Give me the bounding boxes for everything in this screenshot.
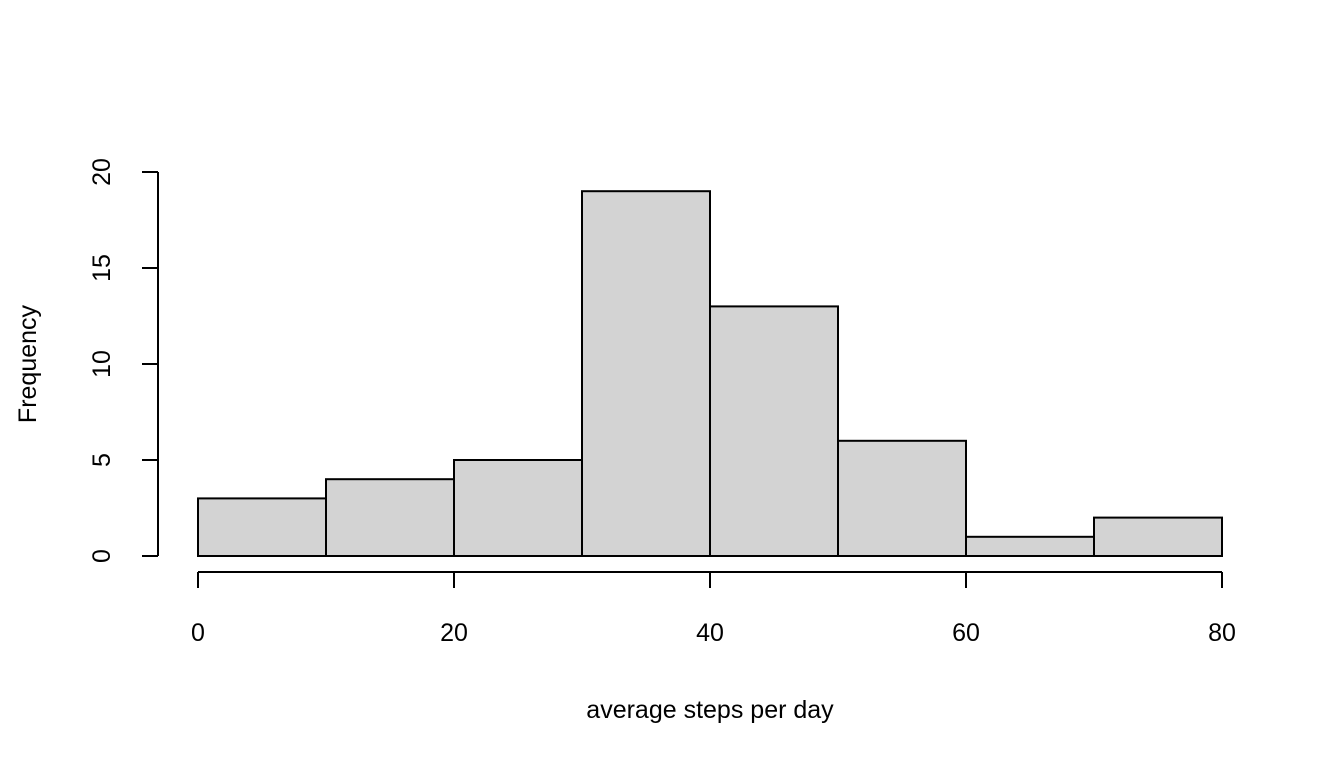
- x-axis: 0 20 40 60 80: [191, 571, 1236, 647]
- x-tick-label: 80: [1208, 619, 1236, 647]
- histogram-bar: [453, 459, 583, 557]
- x-axis-title: average steps per day: [586, 696, 834, 724]
- x-tick-label: 20: [440, 619, 468, 647]
- y-tick-label: 15: [88, 254, 116, 282]
- y-axis-title: Frequency: [14, 304, 42, 423]
- y-tick-label: 5: [88, 453, 116, 467]
- y-axis: 0 5 10 15 20: [88, 158, 159, 563]
- bars-group: [197, 190, 1223, 558]
- histogram-bar: [709, 305, 839, 557]
- histogram-bar: [325, 478, 455, 558]
- y-tick-label: 20: [88, 158, 116, 186]
- y-tick-label: 10: [88, 350, 116, 378]
- histogram-bar: [581, 190, 711, 557]
- y-tick-label: 0: [88, 549, 116, 563]
- x-tick-label: 60: [952, 619, 980, 647]
- histogram-bar: [965, 535, 1095, 557]
- x-tick-label: 0: [191, 619, 205, 647]
- x-tick-label: 40: [696, 619, 724, 647]
- histogram-bar: [837, 439, 967, 557]
- histogram-bar: [197, 497, 327, 557]
- histogram-bar: [1093, 516, 1223, 557]
